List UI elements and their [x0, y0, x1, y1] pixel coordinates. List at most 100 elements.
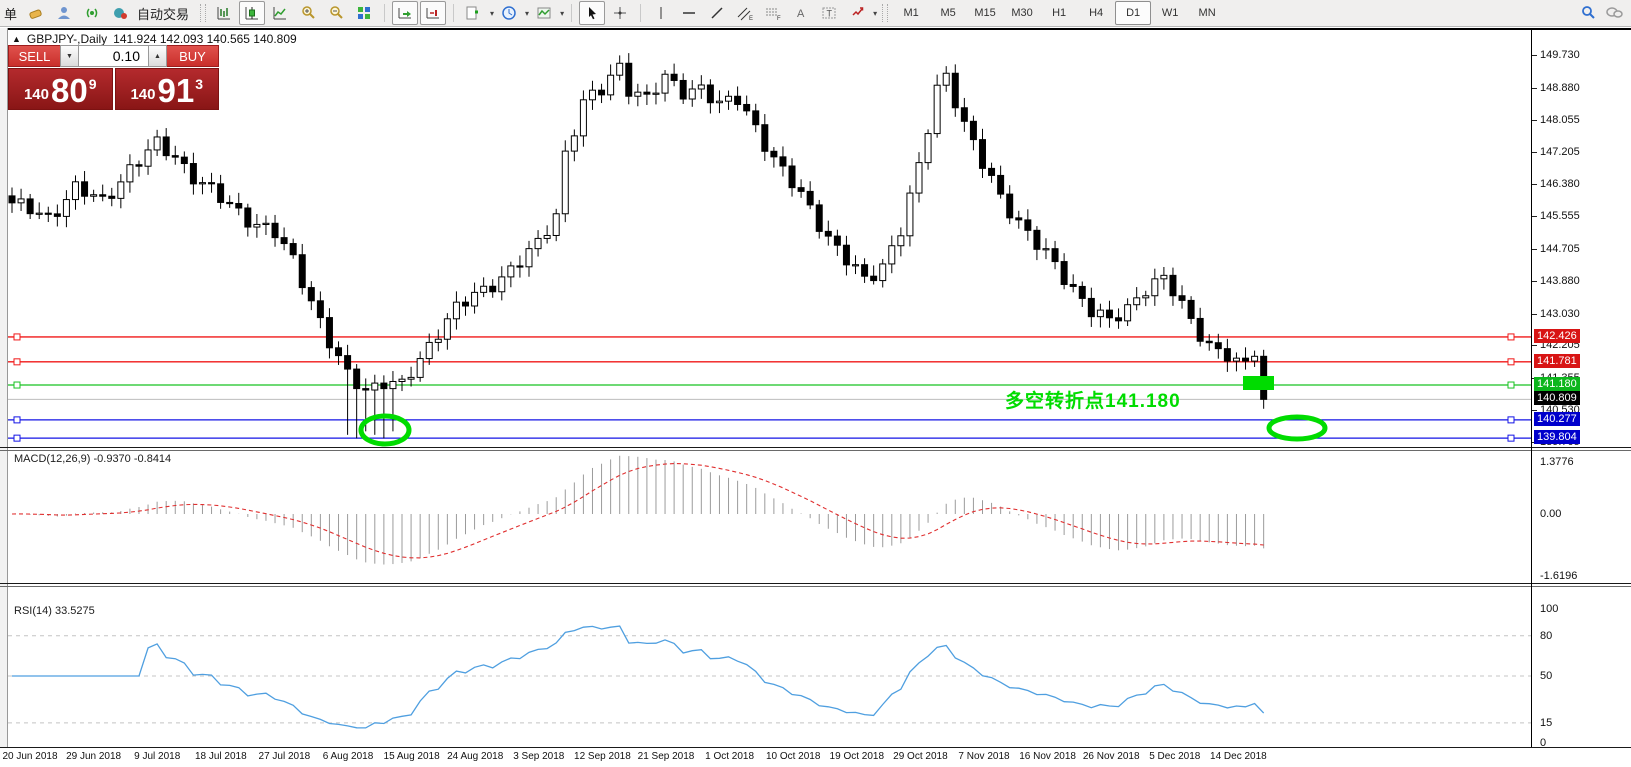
signal-icon[interactable] [79, 1, 105, 25]
highlight-ellipse[interactable] [358, 413, 412, 447]
line-chart-icon[interactable] [267, 1, 293, 25]
candle-body [362, 388, 370, 391]
toolbar-grip[interactable] [200, 4, 207, 22]
autotrade-icon[interactable] [107, 1, 133, 25]
sell-price-display[interactable]: 140 80 9 [8, 68, 113, 110]
candle-body [997, 174, 1005, 195]
eraser-icon[interactable] [23, 1, 49, 25]
candle-body [90, 194, 98, 197]
contacts-icon[interactable] [51, 1, 77, 25]
text-label-icon[interactable]: T [816, 1, 842, 25]
timeframe-button-w1[interactable]: W1 [1161, 7, 1179, 19]
search-icon[interactable] [1575, 1, 1601, 25]
candle-body [1151, 278, 1159, 297]
level-handle[interactable] [13, 381, 21, 389]
candle-body [507, 265, 515, 278]
macd-signal-line [11, 462, 1264, 559]
arrows-caret[interactable]: ▾ [873, 8, 878, 18]
highlight-box[interactable] [1243, 376, 1274, 390]
chart-window[interactable]: ▲ GBPJPY-,Daily 141.924 142.093 140.565 … [0, 28, 1631, 767]
cursor-icon[interactable] [579, 1, 606, 25]
templates-icon[interactable] [531, 1, 557, 25]
candle-body [661, 73, 669, 94]
time-axis-label: 12 Sep 2018 [574, 751, 631, 762]
rsi-panel[interactable] [8, 587, 1531, 747]
timeframe-bar: M1 M5 M15 M30 H1 H4 D1 W1 MN [893, 1, 1225, 25]
level-handle[interactable] [13, 333, 21, 341]
time-axis-label: 14 Dec 2018 [1210, 751, 1267, 762]
sell-button[interactable]: SELL [8, 45, 60, 67]
timeframe-button-m1[interactable]: M1 [903, 7, 919, 19]
price-tick-mark [1532, 345, 1537, 346]
level-handle[interactable] [1507, 416, 1515, 424]
zoom-out-icon[interactable] [323, 1, 349, 25]
candle-body [561, 150, 569, 215]
lot-decrease-button[interactable]: ▼ [60, 45, 79, 67]
panel-separator[interactable] [0, 447, 1631, 448]
level-handle[interactable] [1507, 358, 1515, 366]
arrows-icon[interactable] [844, 1, 870, 25]
lot-increase-button[interactable]: ▲ [148, 45, 167, 67]
pivot-annotation-text[interactable]: 多空转折点141.180 [1005, 391, 1181, 412]
timeframe-button-m5[interactable]: M5 [940, 7, 956, 19]
panel-separator[interactable] [0, 583, 1631, 584]
horizontal-line-icon[interactable] [676, 1, 702, 25]
text-icon[interactable]: A [788, 1, 814, 25]
new-order-icon[interactable] [461, 1, 487, 25]
chart-shift-icon[interactable] [420, 1, 447, 25]
buy-price-display[interactable]: 140 91 3 [114, 68, 219, 110]
zoom-in-icon[interactable] [295, 1, 321, 25]
time-axis-label: 27 Jul 2018 [258, 751, 311, 762]
level-handle[interactable] [1507, 434, 1515, 442]
time-axis-label: 1 Oct 2018 [705, 751, 755, 762]
chat-icon[interactable] [1601, 1, 1627, 25]
autoscroll-icon[interactable] [392, 1, 419, 25]
sell-price-base: 140 [23, 86, 49, 103]
periods-caret[interactable]: ▾ [525, 8, 530, 18]
candle-body [1142, 295, 1150, 299]
new-order-caret[interactable]: ▾ [490, 8, 495, 18]
price-panel[interactable] [8, 31, 1531, 447]
toolbar: 单 自动交易 ▾ ▾ ▾ E F A T ▾ M1 M5 M15 M30 H1 H4 D1 W… [0, 0, 1631, 27]
buy-button[interactable]: BUY [167, 45, 219, 67]
level-handle[interactable] [1507, 381, 1515, 389]
tile-windows-icon[interactable] [351, 1, 377, 25]
sell-price-big: 80 [51, 72, 88, 109]
price-axis[interactable]: 149.730 148.880 148.055 147.205 146.380 145.5… [1532, 28, 1631, 749]
equidistant-channel-icon[interactable]: E [732, 1, 758, 25]
price-tick-mark [1532, 410, 1537, 411]
bar-chart-icon[interactable] [211, 1, 237, 25]
periods-clock-icon[interactable] [496, 1, 522, 25]
timeframe-button-mn[interactable]: MN [1198, 7, 1216, 19]
level-handle[interactable] [13, 434, 21, 442]
candle-body [861, 264, 869, 277]
timeframe-button-d1[interactable]: D1 [1115, 1, 1152, 25]
panel-separator[interactable] [0, 747, 1631, 748]
trendline-icon[interactable] [704, 1, 730, 25]
candle-body [1242, 357, 1250, 362]
time-axis[interactable]: 20 Jun 2018 29 Jun 2018 9 Jul 2018 18 Jul 2… [0, 748, 1631, 767]
level-handle[interactable] [13, 416, 21, 424]
rsi-value: 33.5275 [54, 605, 95, 617]
lot-size-field[interactable]: 0.10 [79, 45, 148, 67]
candle-body [725, 95, 733, 102]
autotrade-label[interactable]: 自动交易 [137, 6, 190, 22]
macd-panel[interactable] [8, 451, 1531, 583]
candle-body [543, 234, 551, 239]
level-handle[interactable] [13, 358, 21, 366]
vertical-line-icon[interactable] [648, 1, 674, 25]
timeframe-button-h1[interactable]: H1 [1052, 7, 1067, 19]
crosshair-icon[interactable] [607, 1, 633, 25]
fibonacci-icon[interactable]: F [760, 1, 786, 25]
timeframe-button-h4[interactable]: H4 [1089, 7, 1104, 19]
candlestick-icon[interactable] [239, 1, 266, 25]
toolbar-grip[interactable] [882, 4, 889, 22]
highlight-ellipse[interactable] [1266, 414, 1328, 442]
level-handle[interactable] [1507, 333, 1515, 341]
candle-body [1078, 285, 1086, 299]
timeframe-button-m15[interactable]: M15 [974, 7, 996, 19]
timeframe-button-m30[interactable]: M30 [1011, 7, 1033, 19]
candle-body [951, 72, 959, 109]
templates-caret[interactable]: ▾ [560, 8, 565, 18]
candle-body [652, 92, 660, 95]
